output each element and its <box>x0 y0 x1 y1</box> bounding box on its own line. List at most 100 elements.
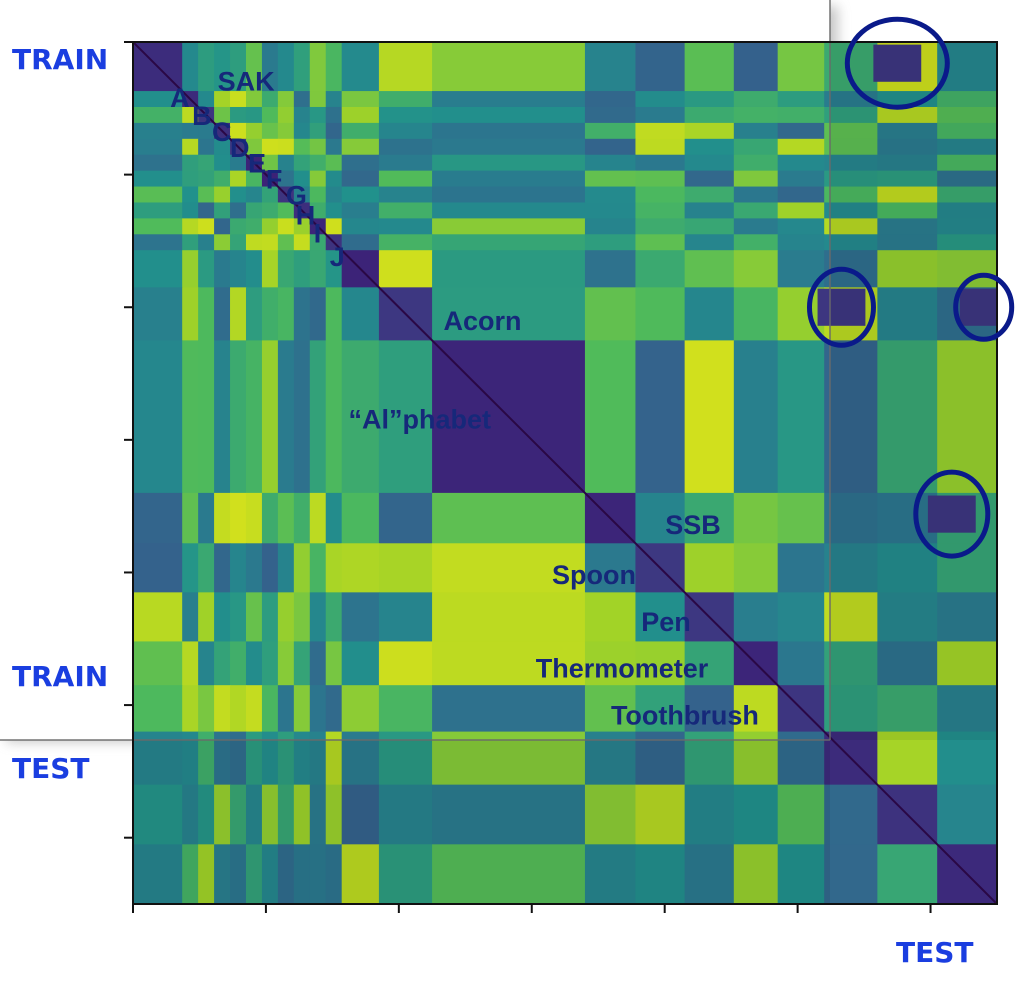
heatmap-block <box>182 287 199 341</box>
heatmap-block <box>198 170 215 188</box>
heatmap-block <box>277 106 295 124</box>
heatmap-block <box>777 170 825 188</box>
heatmap-block <box>937 641 997 686</box>
heatmap-block <box>684 543 735 593</box>
heatmap-block <box>182 154 199 172</box>
heatmap-block <box>824 340 878 494</box>
test-label-left: TEST <box>12 752 90 785</box>
heatmap-block <box>341 218 380 235</box>
heatmap-block <box>635 340 686 494</box>
heatmap-block <box>584 234 636 251</box>
heatmap-block <box>133 592 183 642</box>
heatmap-block <box>277 218 295 235</box>
heatmap-block <box>584 641 636 686</box>
heatmap-block <box>293 106 311 124</box>
heatmap-block <box>684 784 735 845</box>
heatmap-block <box>584 91 636 108</box>
heatmap-block <box>261 106 279 124</box>
heatmap-block <box>325 784 343 845</box>
heatmap-block <box>877 122 938 140</box>
heatmap-block <box>277 287 295 341</box>
heatmap-block <box>584 250 636 288</box>
heatmap-block <box>293 287 311 341</box>
heatmap-block <box>261 685 279 733</box>
heatmap-block <box>325 685 343 733</box>
heatmap-block <box>684 340 735 494</box>
heatmap-block <box>230 731 247 786</box>
heatmap-block <box>733 250 779 288</box>
heatmap-block <box>635 218 686 235</box>
heatmap-block <box>432 641 586 686</box>
heatmap-block <box>584 844 636 904</box>
heatmap-block <box>230 186 247 203</box>
heatmap-block <box>432 202 586 219</box>
heatmap-block <box>635 641 686 686</box>
heatmap-block <box>341 784 380 845</box>
heatmap-block <box>432 250 586 288</box>
heatmap-block <box>214 154 231 172</box>
heatmap-block <box>182 340 199 494</box>
heatmap-block <box>378 154 433 172</box>
heatmap-block <box>937 186 997 203</box>
heatmap-block <box>133 685 183 733</box>
heatmap-block <box>214 218 231 235</box>
heatmap-block <box>309 170 327 188</box>
heatmap-block <box>777 543 825 593</box>
heatmap-block <box>777 218 825 235</box>
heatmap-block <box>777 641 825 686</box>
heatmap-match-block <box>873 44 922 82</box>
cluster-label: D <box>230 133 250 163</box>
heatmap-block <box>230 784 247 845</box>
heatmap-block <box>777 492 825 544</box>
train-label-top: TRAIN <box>12 43 108 76</box>
heatmap-block <box>325 122 343 140</box>
cluster-label: C <box>212 117 232 147</box>
heatmap-block <box>937 784 997 845</box>
heatmap-block <box>937 106 997 124</box>
heatmap-block <box>733 685 779 733</box>
heatmap-block <box>214 202 231 219</box>
heatmap-block <box>432 170 586 188</box>
heatmap-block <box>261 641 279 686</box>
heatmap-block <box>309 592 327 642</box>
heatmap-block <box>341 138 380 156</box>
heatmap-block <box>777 844 825 904</box>
cluster-label: “Al”phabet <box>349 405 492 435</box>
heatmap-block <box>230 170 247 188</box>
heatmap-block <box>261 543 279 593</box>
heatmap-block <box>378 122 433 140</box>
heatmap-block <box>293 218 311 235</box>
heatmap-block <box>277 844 295 904</box>
heatmap-block <box>293 492 311 544</box>
heatmap-block <box>230 340 247 494</box>
heatmap-block <box>432 685 586 733</box>
heatmap-block <box>584 218 636 235</box>
heatmap-block <box>133 154 183 172</box>
heatmap-block <box>378 138 433 156</box>
heatmap-block <box>261 492 279 544</box>
heatmap-block <box>261 42 279 92</box>
heatmap-block <box>635 42 686 92</box>
heatmap-block <box>684 202 735 219</box>
heatmap-block <box>230 154 247 172</box>
heatmap-block <box>432 91 586 108</box>
heatmap-block <box>733 154 779 172</box>
heatmap-block <box>684 287 735 341</box>
heatmap-block <box>584 784 636 845</box>
heatmap-block <box>261 340 279 494</box>
heatmap-block <box>584 202 636 219</box>
heatmap-block <box>937 340 997 494</box>
heatmap-block <box>198 685 215 733</box>
heatmap-block <box>684 234 735 251</box>
heatmap-block <box>684 42 735 92</box>
heatmap-block <box>245 170 263 188</box>
heatmap-block <box>198 138 215 156</box>
cluster-label: G <box>286 181 307 211</box>
heatmap-block <box>684 492 735 544</box>
heatmap-block <box>378 340 433 494</box>
heatmap-block <box>684 186 735 203</box>
heatmap-block <box>261 138 279 156</box>
heatmap-block <box>198 784 215 845</box>
heatmap-block <box>309 122 327 140</box>
